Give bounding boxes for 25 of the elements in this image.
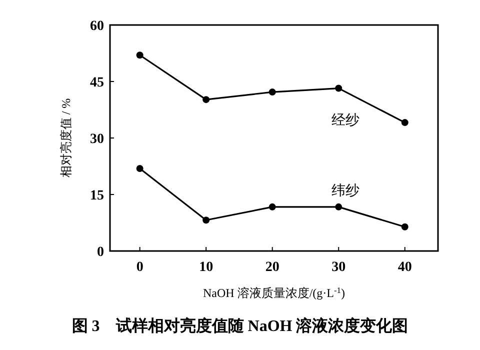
y-tick-label: 45 — [90, 76, 104, 90]
series-label: 纬纱 — [332, 182, 360, 199]
x-axis-title: NaOH 溶液质量浓度/(g·L$^{-1}$) — [203, 286, 345, 300]
point — [136, 52, 144, 59]
point — [268, 203, 276, 210]
y-tick-label: 0 — [97, 245, 104, 260]
point — [202, 96, 210, 104]
x-tick-label: 20 — [265, 260, 280, 275]
series-label: 经纱 — [332, 112, 360, 129]
point — [136, 165, 144, 172]
x-tick-label: 10 — [199, 260, 214, 275]
point — [401, 223, 408, 230]
x-tick-label: 30 — [332, 260, 346, 275]
y-tick-label: 15 — [90, 188, 104, 204]
y-tick-label: 30 — [90, 132, 104, 147]
point — [335, 84, 342, 92]
y-axis-title: 相对亮度值 / % — [59, 98, 73, 178]
y-tick-label: 60 — [90, 19, 104, 34]
point — [202, 216, 210, 224]
point — [401, 119, 408, 126]
x-tick-label: 0 — [136, 260, 144, 275]
x-tick-label: 40 — [398, 260, 412, 275]
point — [335, 203, 342, 210]
text: 图 3 试样相对亮度值随 NaOH 溶液浓度变化图 — [72, 316, 408, 335]
point — [268, 88, 276, 96]
